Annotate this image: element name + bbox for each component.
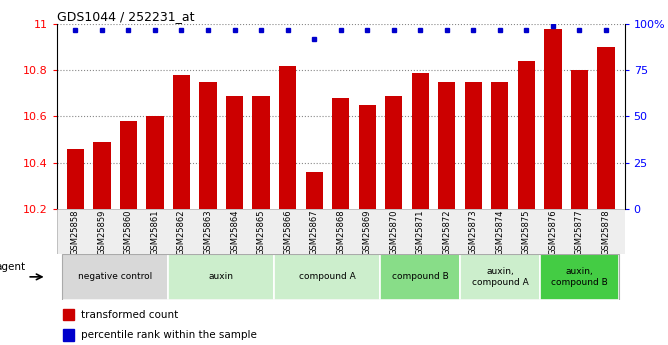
Text: GSM25877: GSM25877: [575, 210, 584, 255]
Bar: [438, 82, 456, 209]
Text: GSM25859: GSM25859: [98, 210, 106, 255]
Text: GSM25871: GSM25871: [415, 210, 425, 255]
Bar: [359, 105, 376, 209]
Text: transformed count: transformed count: [81, 310, 178, 320]
Bar: [120, 121, 137, 209]
Text: compound B: compound B: [392, 272, 449, 282]
Bar: [381, 254, 460, 300]
Bar: [460, 254, 540, 300]
Bar: [63, 309, 74, 320]
Text: GSM25860: GSM25860: [124, 210, 133, 255]
Bar: [62, 254, 168, 300]
Text: compound A: compound A: [299, 272, 356, 282]
Bar: [465, 82, 482, 209]
Text: GSM25866: GSM25866: [283, 210, 292, 255]
Text: auxin,
compound A: auxin, compound A: [472, 267, 528, 287]
Bar: [173, 75, 190, 209]
Text: GSM25876: GSM25876: [548, 210, 557, 255]
Bar: [540, 254, 619, 300]
Text: GSM25873: GSM25873: [469, 210, 478, 255]
Bar: [94, 142, 110, 209]
Bar: [168, 254, 275, 300]
Text: GSM25869: GSM25869: [363, 210, 371, 255]
Bar: [597, 47, 615, 209]
Text: GSM25874: GSM25874: [496, 210, 504, 255]
Bar: [305, 172, 323, 209]
Text: GDS1044 / 252231_at: GDS1044 / 252231_at: [57, 10, 194, 23]
Text: GSM25865: GSM25865: [257, 210, 266, 255]
Text: auxin: auxin: [209, 272, 234, 282]
Bar: [146, 116, 164, 209]
Text: GSM25875: GSM25875: [522, 210, 531, 255]
Text: GSM25858: GSM25858: [71, 210, 80, 255]
Bar: [226, 96, 243, 209]
Bar: [518, 61, 535, 209]
Bar: [332, 98, 349, 209]
Text: negative control: negative control: [78, 272, 152, 282]
Text: GSM25861: GSM25861: [150, 210, 160, 255]
Text: GSM25864: GSM25864: [230, 210, 239, 255]
Bar: [411, 72, 429, 209]
Text: GSM25870: GSM25870: [389, 210, 398, 255]
Text: agent: agent: [0, 262, 25, 272]
Bar: [199, 82, 216, 209]
Text: GSM25868: GSM25868: [336, 210, 345, 255]
Bar: [279, 66, 296, 209]
Bar: [571, 70, 588, 209]
Text: percentile rank within the sample: percentile rank within the sample: [81, 330, 257, 340]
Bar: [385, 96, 402, 209]
Bar: [67, 149, 84, 209]
Bar: [63, 329, 74, 341]
Text: GSM25862: GSM25862: [177, 210, 186, 255]
Bar: [491, 82, 508, 209]
Text: GSM25878: GSM25878: [601, 210, 611, 255]
Text: GSM25872: GSM25872: [442, 210, 452, 255]
Bar: [253, 96, 270, 209]
Text: GSM25867: GSM25867: [310, 210, 319, 255]
Bar: [275, 254, 381, 300]
Text: GSM25863: GSM25863: [204, 210, 212, 255]
Bar: [544, 29, 562, 209]
Text: auxin,
compound B: auxin, compound B: [551, 267, 608, 287]
